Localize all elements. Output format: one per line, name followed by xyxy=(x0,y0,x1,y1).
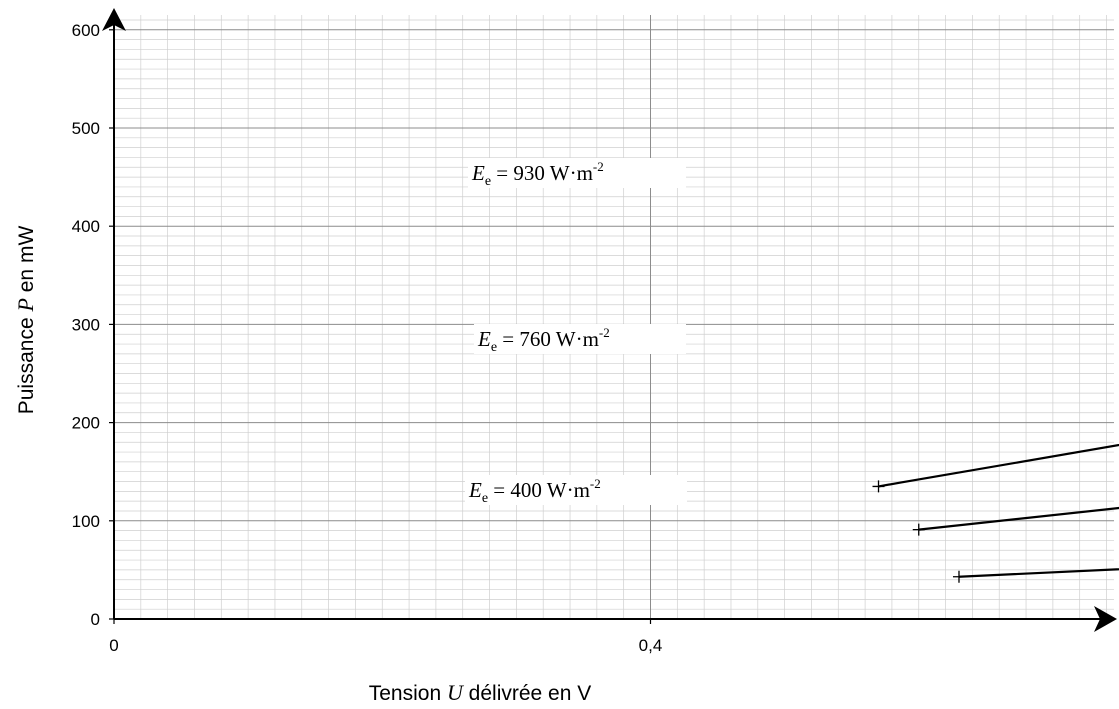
y-tick-label: 600 xyxy=(72,21,100,40)
x-axis-title: Tension U délivrée en V xyxy=(369,680,592,705)
tick-labels: 00,40,81,21,622,42,83,23,601002003004005… xyxy=(72,21,663,655)
series-label-background xyxy=(468,158,686,188)
series-label-1: Ee = 760 W·m-2 xyxy=(477,325,610,355)
y-tick-label: 0 xyxy=(91,610,100,629)
series-label-layer: Ee = 930 W·m-2 Ee = 760 W·m-2 Ee = 400 W·m… xyxy=(465,158,687,506)
x-tick-label: 0 xyxy=(109,636,118,655)
y-tick-label: 500 xyxy=(72,119,100,138)
series-label-0: Ee = 930 W·m-2 xyxy=(471,159,604,189)
y-axis-arrow-icon xyxy=(102,8,126,31)
axes-layer xyxy=(102,8,1117,632)
series-0 xyxy=(872,443,1119,493)
series-label-2: Ee = 400 W·m-2 xyxy=(468,476,601,506)
series-layer xyxy=(872,443,1119,583)
x-tick-label: 0,4 xyxy=(639,636,663,655)
series-label-background xyxy=(465,475,687,505)
data-point xyxy=(872,480,885,493)
data-point xyxy=(952,570,965,583)
y-tick-label: 400 xyxy=(72,217,100,236)
y-tick-label: 300 xyxy=(72,315,100,334)
series-2 xyxy=(952,568,1119,583)
x-axis-arrow-icon xyxy=(1094,606,1117,632)
data-point xyxy=(912,523,925,536)
y-tick-label: 100 xyxy=(72,512,100,531)
y-tick-label: 200 xyxy=(72,414,100,433)
grid-minor xyxy=(114,15,1114,619)
series-1 xyxy=(912,506,1119,536)
y-axis-title: Puissance P en mW xyxy=(13,226,38,415)
series-label-background xyxy=(474,324,686,354)
